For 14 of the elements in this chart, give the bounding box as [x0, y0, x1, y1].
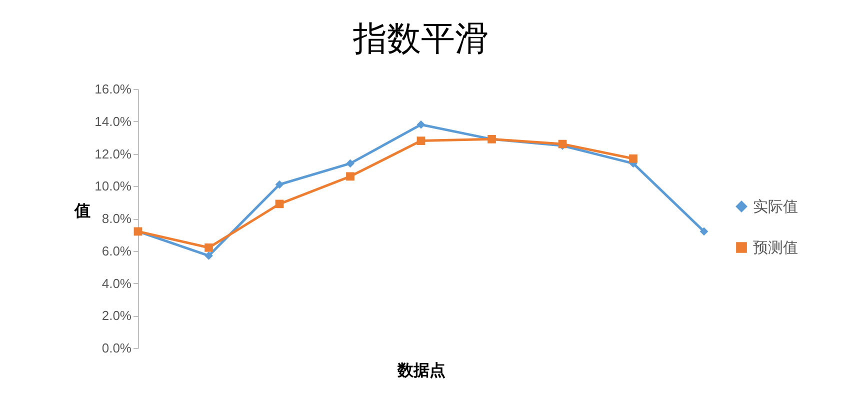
- y-tick-label: 2.0%: [102, 308, 132, 324]
- chart-title: 指数平滑: [352, 20, 489, 58]
- y-axis-title: 值: [74, 202, 91, 220]
- y-tick-label: 10.0%: [94, 178, 132, 194]
- y-tick-label: 16.0%: [94, 82, 132, 96]
- y-tick-label: 4.0%: [102, 276, 132, 291]
- y-tick-label: 6.0%: [102, 243, 132, 258]
- y-tick-label: 14.0%: [94, 114, 132, 129]
- x-axis-title: 数据点: [396, 362, 446, 380]
- legend-label: 实际值: [753, 198, 798, 216]
- y-tick-label: 12.0%: [94, 146, 132, 162]
- legend-label: 预测值: [753, 240, 798, 256]
- y-tick-label: 8.0%: [102, 211, 132, 226]
- y-tick-label: 0.0%: [102, 340, 132, 356]
